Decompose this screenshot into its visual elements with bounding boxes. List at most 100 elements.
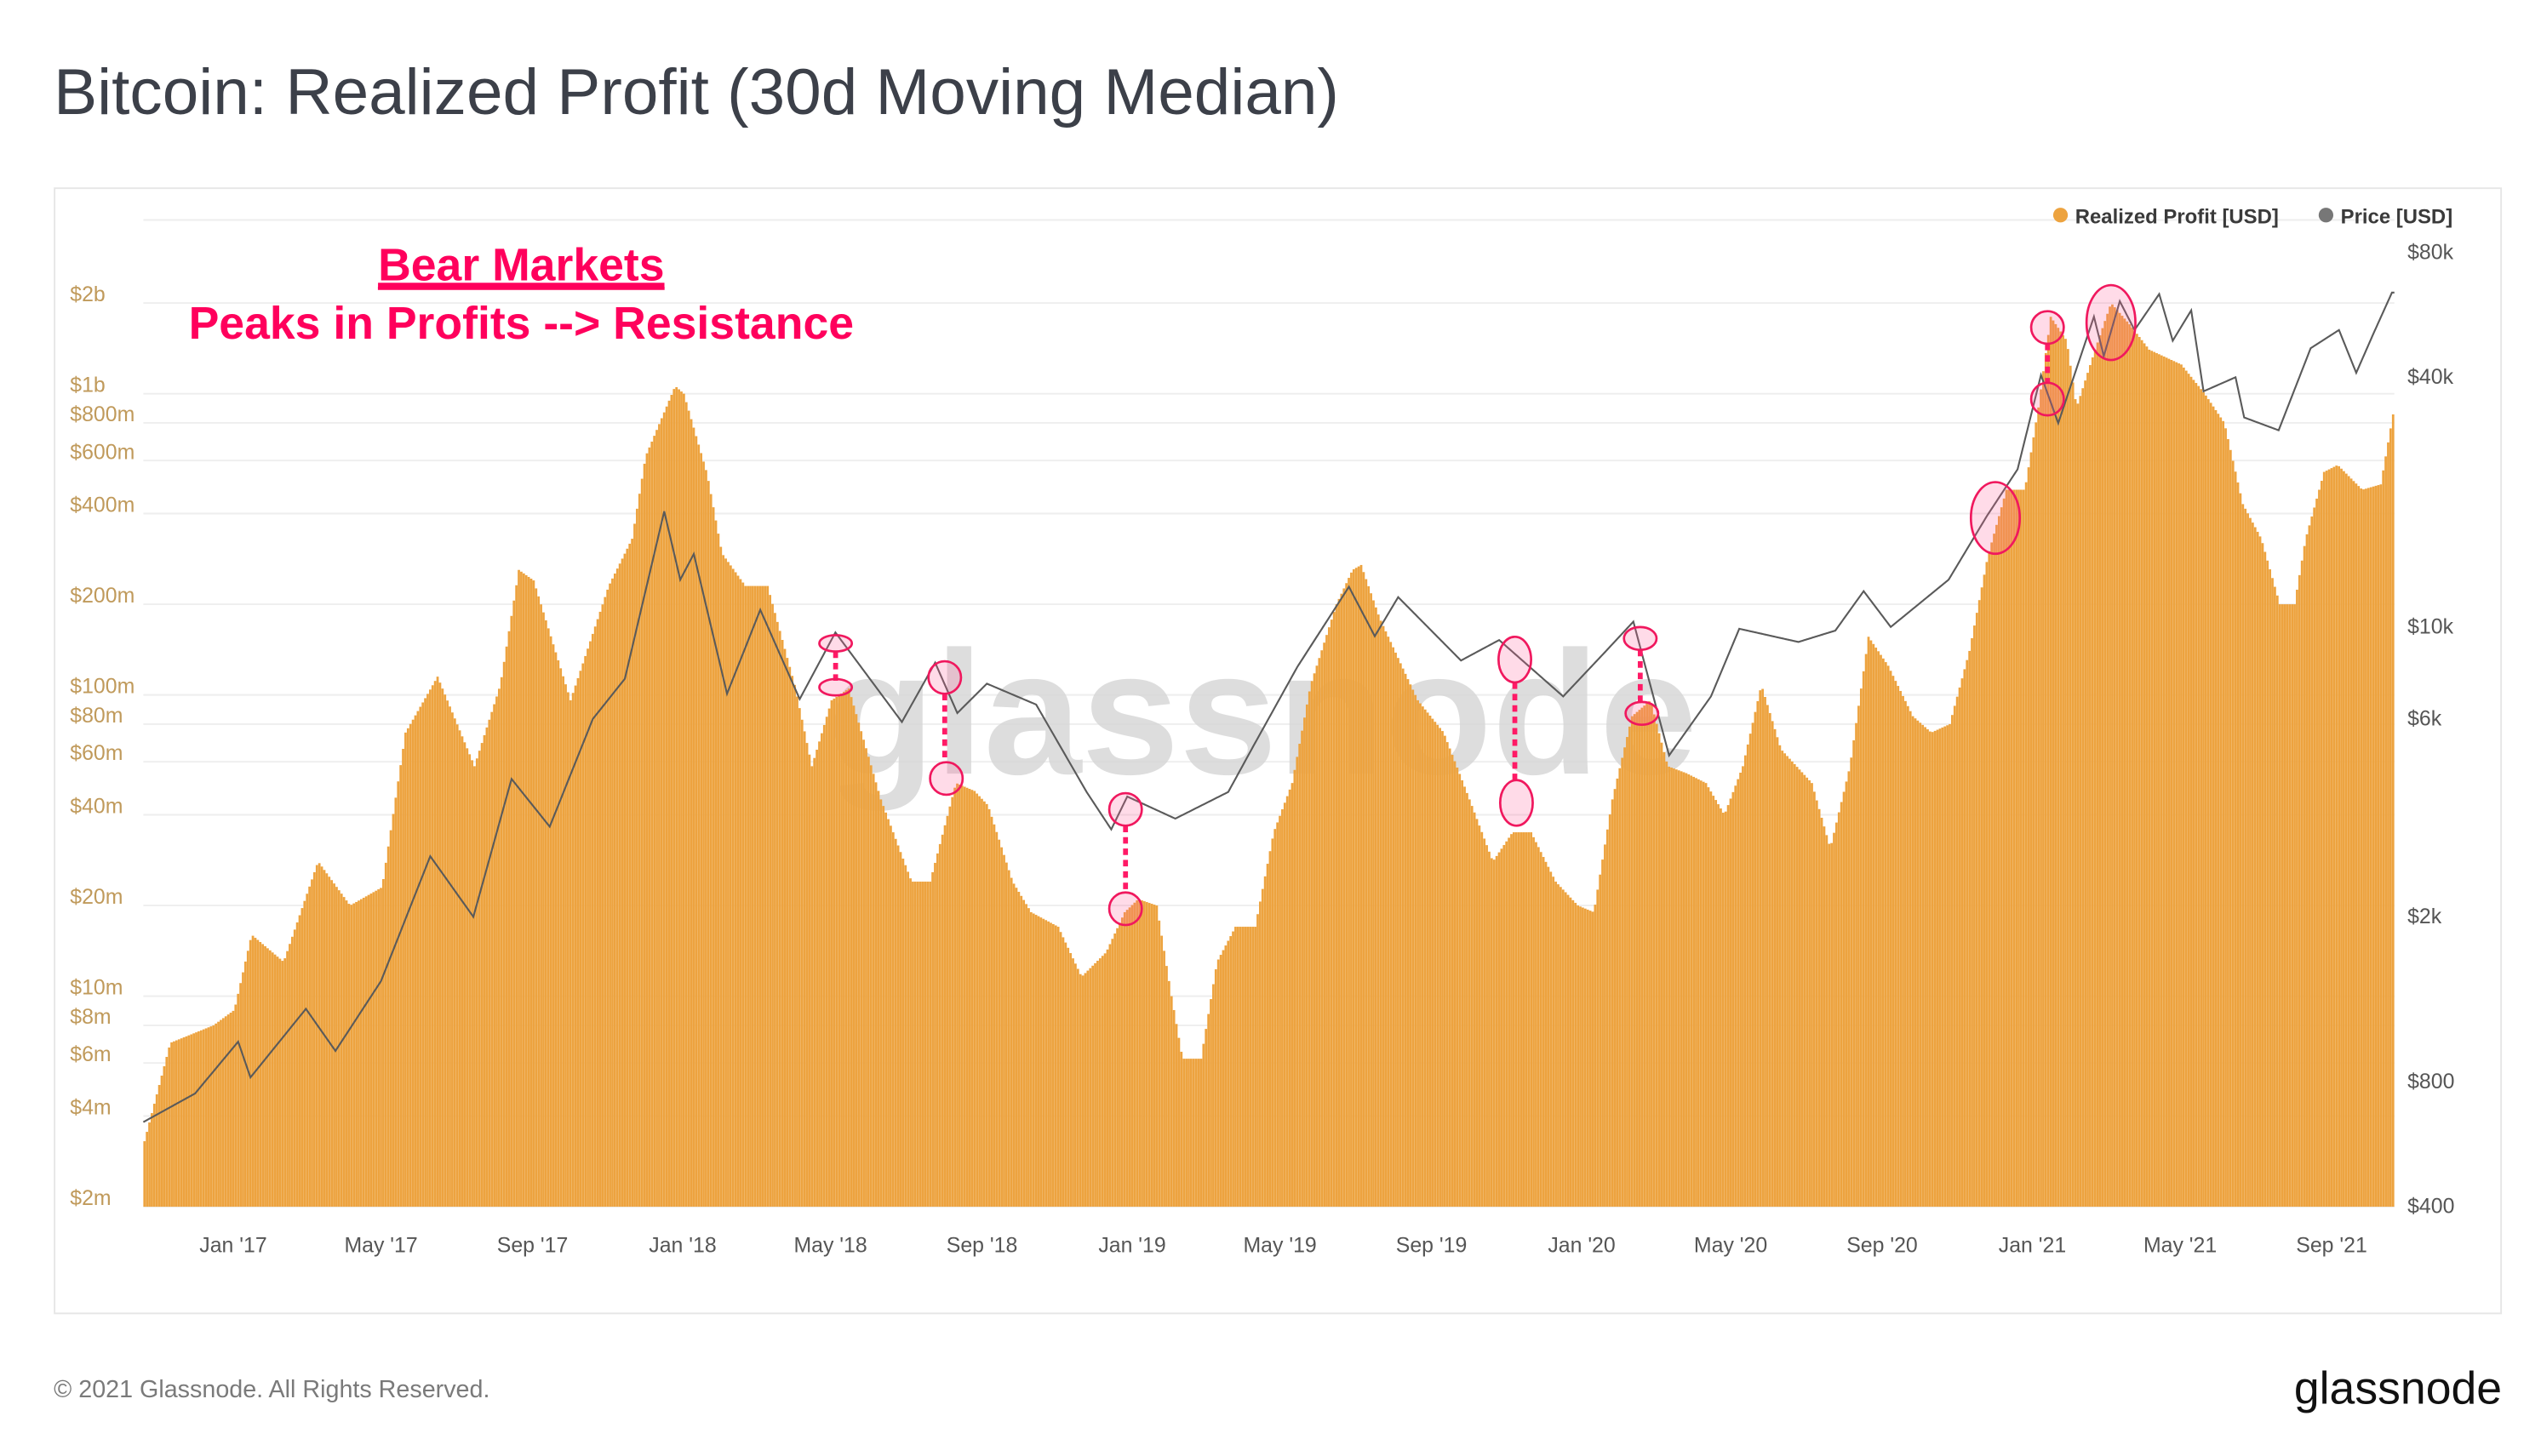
- profit-bar: [1470, 806, 1474, 1208]
- profit-bar: [438, 682, 442, 1208]
- profit-bar: [1604, 844, 1606, 1208]
- profit-bar: [1079, 974, 1082, 1208]
- profit-bar: [1224, 945, 1228, 1208]
- profit-bar: [909, 878, 912, 1208]
- profit-bar: [774, 613, 776, 1208]
- profit-bar: [554, 652, 558, 1208]
- profit-bar: [1690, 775, 1693, 1208]
- profit-bar: [1665, 761, 1668, 1208]
- profit-bar: [1566, 894, 1570, 1208]
- profit-bar: [1382, 625, 1385, 1208]
- profit-bar: [2086, 373, 2089, 1208]
- profit-bar: [1847, 771, 1851, 1208]
- profit-bar: [948, 806, 952, 1208]
- profit-bar: [2362, 489, 2365, 1208]
- profit-bar: [2335, 465, 2338, 1208]
- profit-bar: [1461, 779, 1464, 1208]
- profit-bar: [1574, 902, 1577, 1208]
- profit-bar: [1047, 921, 1050, 1208]
- x-tick-label: Jan '21: [1999, 1234, 2066, 1258]
- profit-bar: [2377, 485, 2380, 1208]
- glassnode-logo[interactable]: glassnode: [2294, 1364, 2502, 1414]
- copyright: © 2021 Glassnode. All Rights Reserved.: [54, 1376, 489, 1403]
- profit-bar: [2320, 481, 2323, 1208]
- profit-bar: [2172, 361, 2176, 1208]
- profit-bar: [1205, 1029, 1208, 1208]
- profit-bar: [1505, 841, 1508, 1208]
- profit-bar: [402, 748, 404, 1208]
- profit-bar: [1103, 953, 1107, 1208]
- profit-bar: [2035, 422, 2038, 1208]
- profit-bar: [764, 585, 767, 1208]
- profit-bar: [221, 1018, 225, 1208]
- profit-bar: [1904, 700, 1907, 1208]
- profit-bar: [587, 648, 589, 1208]
- profit-bar: [1579, 906, 1582, 1208]
- profit-bar: [631, 539, 633, 1208]
- profit-bar: [244, 961, 247, 1208]
- y-right-tick-label: $80k: [2407, 240, 2453, 264]
- profit-bar: [569, 699, 572, 1208]
- profit-bar: [1340, 593, 1343, 1208]
- profit-bar: [1729, 798, 1732, 1208]
- profit-bar: [1638, 710, 1641, 1208]
- profit-bar: [480, 743, 484, 1208]
- profit-bar: [2002, 498, 2006, 1208]
- legend-label-realized-profit[interactable]: Realized Profit [USD]: [2075, 205, 2279, 228]
- profit-bar: [187, 1035, 191, 1208]
- profit-bar: [2266, 560, 2269, 1208]
- y-left-tick-label: $8m: [70, 1005, 111, 1029]
- profit-bar: [315, 865, 318, 1208]
- profit-bar: [1983, 574, 1986, 1208]
- profit-bar: [1702, 781, 1705, 1208]
- profit-bar: [1463, 786, 1466, 1208]
- profit-bar: [1704, 783, 1708, 1208]
- profit-bar: [1975, 613, 1978, 1208]
- y-left-tick-label: $80m: [70, 704, 123, 728]
- profit-bar: [1746, 744, 1749, 1208]
- profit-bar: [739, 579, 742, 1208]
- profit-bar: [2037, 407, 2040, 1208]
- profit-bar: [2120, 316, 2124, 1208]
- profit-bar: [347, 904, 351, 1208]
- profit-bar: [289, 944, 291, 1208]
- y-left-tick-label: $2b: [70, 283, 105, 306]
- profit-bar: [727, 562, 730, 1208]
- profit-bar: [2165, 357, 2168, 1208]
- profit-bar: [1288, 789, 1291, 1208]
- profit-bar: [648, 447, 651, 1208]
- profit-bar: [2091, 357, 2094, 1208]
- profit-bar: [1966, 659, 1969, 1208]
- profit-bar: [1808, 779, 1811, 1208]
- profit-bar: [2049, 317, 2052, 1208]
- profit-bar: [1458, 774, 1462, 1208]
- profit-bar: [680, 391, 683, 1208]
- profit-bar: [995, 831, 999, 1208]
- profit-bar: [562, 676, 564, 1208]
- profit-bar: [1739, 772, 1742, 1208]
- profit-bar: [1936, 729, 1939, 1208]
- profit-bar: [1537, 847, 1540, 1208]
- profit-bar: [1687, 774, 1691, 1208]
- profit-bar: [1968, 650, 1972, 1208]
- profit-bar: [283, 958, 287, 1208]
- profit-bar: [2133, 330, 2136, 1208]
- profit-bar: [736, 575, 740, 1208]
- profit-bar: [1921, 724, 1925, 1208]
- profit-bar: [1185, 1059, 1188, 1208]
- profit-bar: [946, 815, 949, 1208]
- profit-bar: [1246, 927, 1250, 1208]
- profit-bar: [1864, 654, 1868, 1208]
- profit-bar: [264, 945, 266, 1208]
- profit-bar: [197, 1031, 200, 1208]
- annotation-subtitle: Peaks in Profits --> Resistance: [189, 299, 854, 349]
- profit-bar: [2101, 328, 2104, 1208]
- profit-bar: [173, 1041, 175, 1208]
- profit-peak-ring: [818, 677, 854, 697]
- profit-bar: [199, 1030, 203, 1208]
- profit-bar: [1406, 679, 1410, 1208]
- profit-bar: [1298, 744, 1302, 1208]
- legend-label-price[interactable]: Price [USD]: [2341, 205, 2453, 228]
- profit-bar: [1709, 791, 1713, 1208]
- profit-bar: [924, 882, 927, 1208]
